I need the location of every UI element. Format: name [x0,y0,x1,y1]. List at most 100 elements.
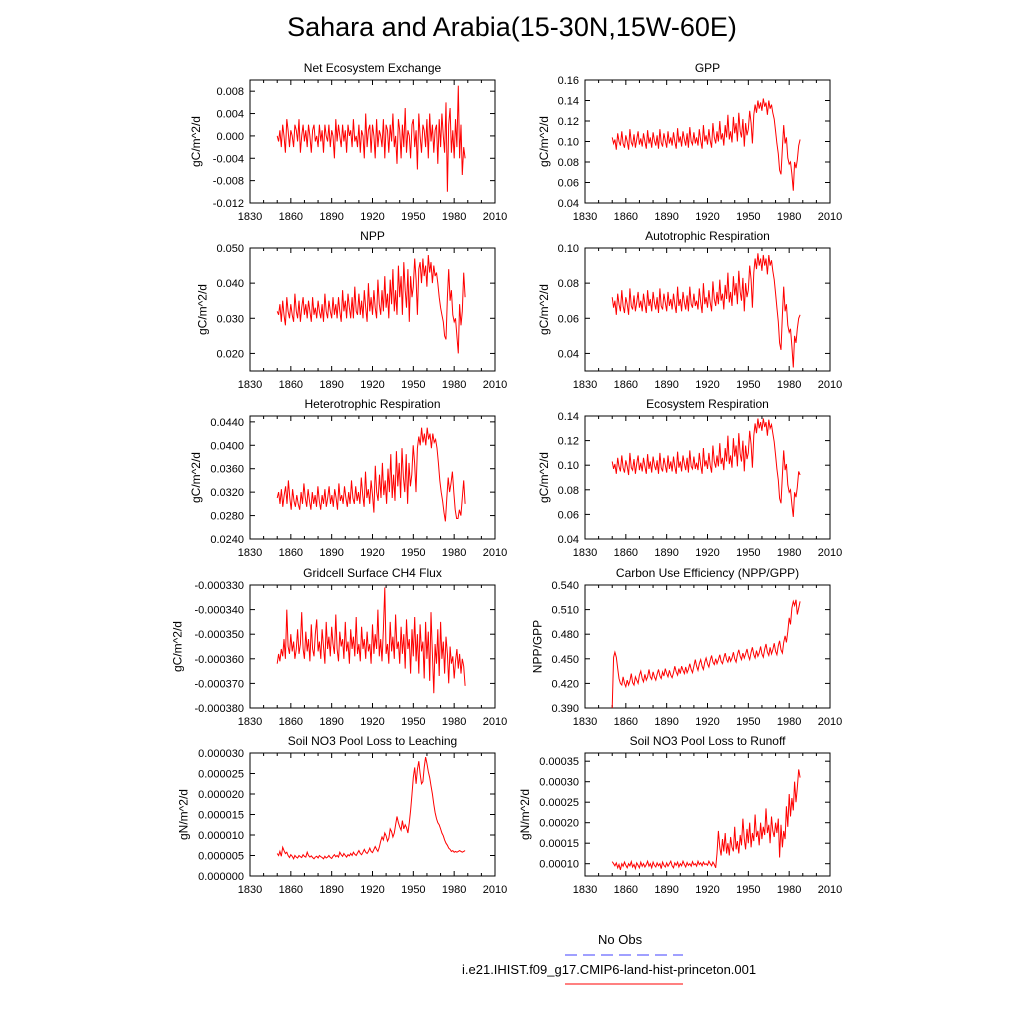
y-tick-label: 0.04 [558,534,579,546]
series-line [276,254,466,354]
x-tick-label: 1980 [777,884,801,896]
y-tick-label: 0.12 [558,436,579,448]
x-tick-label: 2010 [483,547,507,559]
x-tick-label: 1950 [401,547,425,559]
x-tick-label: 1860 [279,547,303,559]
x-tick-label: 1980 [777,211,801,223]
y-tick-label: 0.000005 [198,851,244,863]
x-tick-label: 1860 [279,211,303,223]
y-tick-label: 0.000025 [198,769,244,781]
y-axis-label: gC/m^2/d [537,452,551,503]
y-tick-label: 0.0360 [210,464,244,476]
y-axis-label: gC/m^2/d [189,452,203,503]
x-tick-label: 1890 [319,884,343,896]
x-tick-label: 1860 [614,547,638,559]
x-tick-label: 1920 [360,211,384,223]
x-tick-label: 1890 [654,379,678,391]
y-tick-label: 0.14 [558,96,579,108]
y-axis-label: gC/m^2/d [170,621,184,672]
x-tick-label: 1920 [695,379,719,391]
x-tick-label: 1950 [736,547,760,559]
x-tick-label: 2010 [818,884,842,896]
y-tick-label: 0.00015 [539,838,579,850]
y-tick-label: 0.050 [216,243,244,255]
x-tick-label: 1830 [573,716,597,728]
series-line [611,98,801,191]
x-tick-label: 1860 [279,379,303,391]
x-tick-label: 2010 [483,716,507,728]
x-tick-label: 1950 [736,379,760,391]
x-tick-label: 1950 [401,884,425,896]
x-tick-label: 1920 [360,884,384,896]
y-tick-label: 0.0240 [210,534,244,546]
y-tick-label: -0.000380 [194,703,244,715]
x-tick-label: 1860 [614,379,638,391]
y-tick-label: -0.012 [213,198,244,210]
y-tick-label: -0.000340 [194,605,244,617]
x-tick-label: 1830 [238,716,262,728]
x-tick-label: 1980 [777,547,801,559]
series-line [611,769,801,871]
y-tick-label: 0.08 [558,157,579,169]
x-tick-label: 1890 [319,379,343,391]
y-tick-label: 0.390 [551,703,579,715]
y-axis-label: gN/m^2/d [177,789,191,840]
y-tick-label: 0.0440 [210,417,244,429]
y-axis-label: NPP/GPP [531,620,545,673]
x-tick-label: 1980 [442,211,466,223]
y-tick-label: 0.10 [558,243,579,255]
panel-title: NPP [360,229,385,243]
y-tick-label: 0.00020 [539,818,579,830]
y-tick-label: 0.06 [558,178,579,190]
x-tick-label: 1830 [238,884,262,896]
y-axis-label: gC/m^2/d [537,116,551,167]
y-tick-label: 0.16 [558,75,579,87]
panel-title: Autotrophic Respiration [645,229,770,243]
x-tick-label: 1980 [777,379,801,391]
series-line [276,427,466,522]
series-line [611,253,801,368]
x-tick-label: 2010 [818,547,842,559]
x-tick-label: 1950 [736,716,760,728]
y-tick-label: 0.12 [558,116,579,128]
y-tick-label: -0.000350 [194,629,244,641]
series-line [611,418,801,517]
x-tick-label: 2010 [818,716,842,728]
panel-title: Ecosystem Respiration [646,397,769,411]
x-tick-label: 1950 [401,379,425,391]
y-axis-label: gC/m^2/d [189,116,203,167]
x-tick-label: 1890 [654,211,678,223]
x-tick-label: 1920 [360,379,384,391]
chart-panel: Soil NO3 Pool Loss to Runoff 1830 1860 1890… [518,734,842,896]
x-tick-label: 1830 [573,379,597,391]
x-tick-label: 1890 [654,716,678,728]
y-tick-label: -0.004 [213,153,244,165]
panel-title: Soil NO3 Pool Loss to Runoff [630,734,787,748]
y-tick-label: 0.000010 [198,830,244,842]
x-tick-label: 1950 [736,884,760,896]
y-axis-label: gC/m^2/d [537,284,551,335]
x-tick-label: 1860 [279,884,303,896]
y-tick-label: 0.004 [216,109,244,121]
y-tick-label: 0.08 [558,485,579,497]
x-tick-label: 1980 [442,716,466,728]
y-tick-label: 0.540 [551,580,579,592]
y-tick-label: 0.00010 [539,859,579,871]
x-tick-label: 1920 [695,884,719,896]
x-tick-label: 1950 [736,211,760,223]
chart-panel: Ecosystem Respiration 1830 1860 1890 1920 195… [537,397,842,559]
y-tick-label: 0.040 [216,278,244,290]
x-tick-label: 1920 [360,547,384,559]
y-tick-label: 0.0400 [210,440,244,452]
x-tick-label: 1980 [442,547,466,559]
panel-title: Soil NO3 Pool Loss to Leaching [288,734,457,748]
y-tick-label: 0.008 [216,86,244,98]
y-tick-label: 0.510 [551,605,579,617]
chart-panel: GPP 1830 1860 1890 1920 1950 1980 2010 0.04 0.06 0… [537,61,842,223]
series-line [276,85,466,192]
y-tick-label: 0.10 [558,460,579,472]
series-line [276,756,466,860]
x-tick-label: 1830 [238,379,262,391]
